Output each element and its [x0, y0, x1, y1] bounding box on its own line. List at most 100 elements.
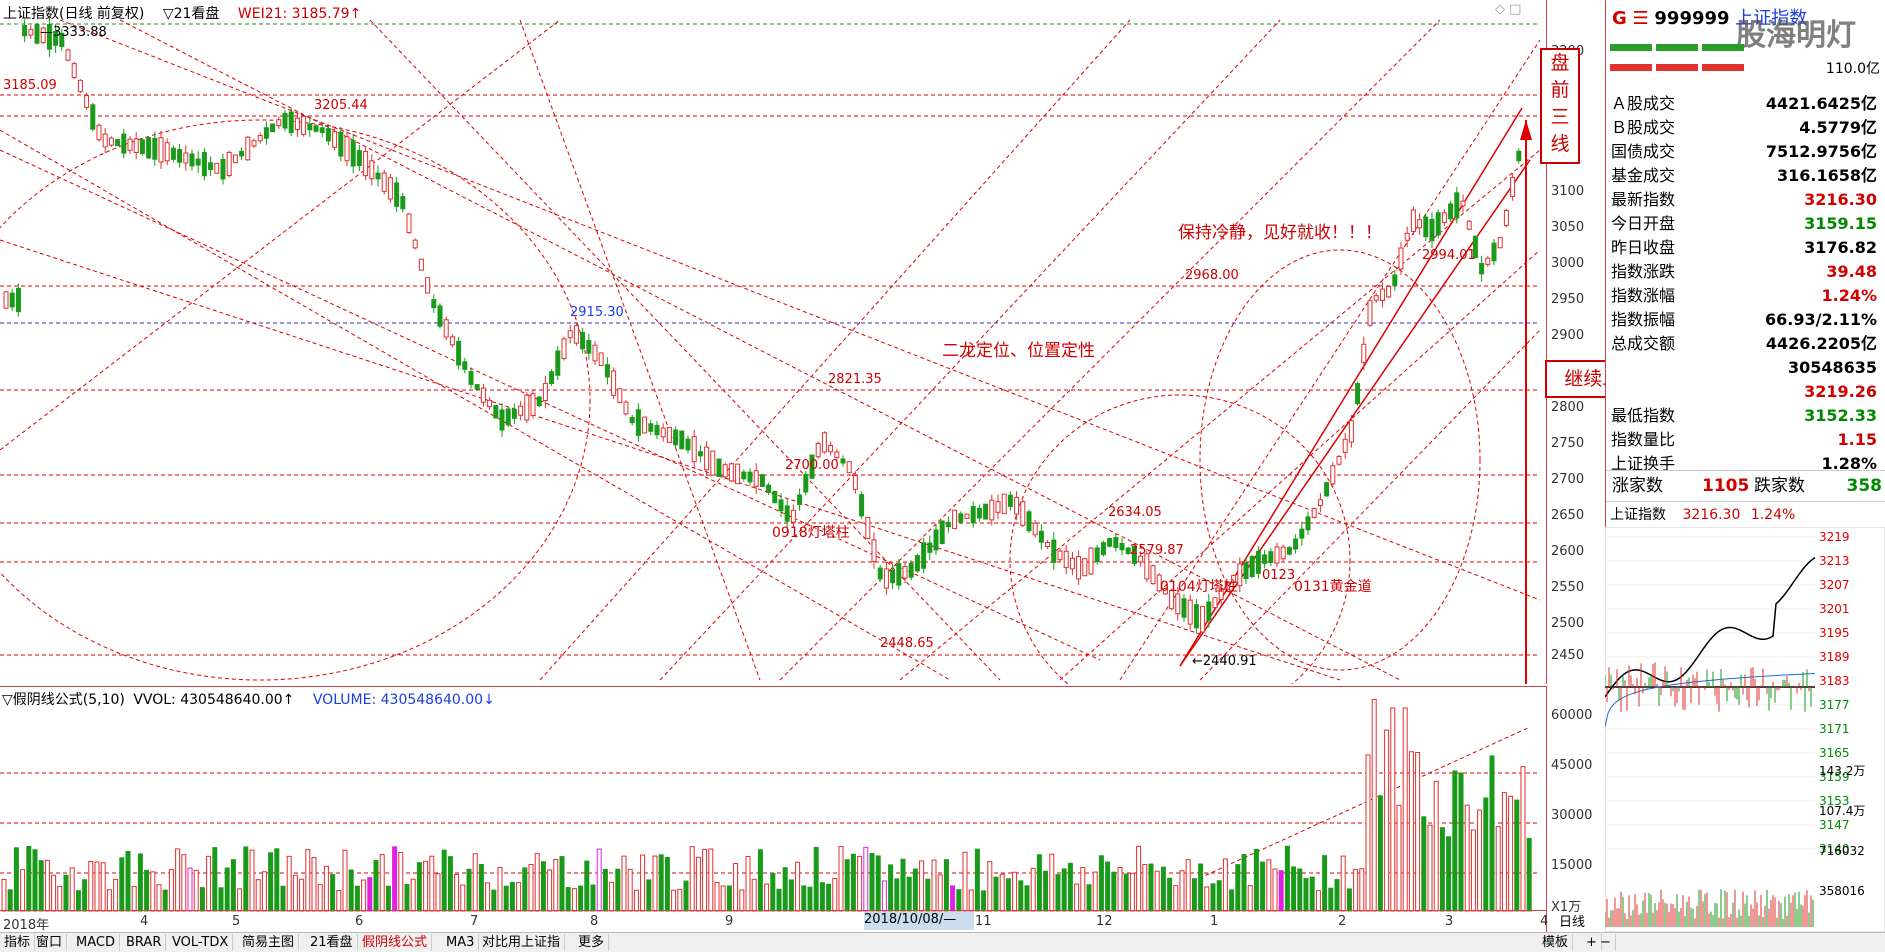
arrow-head: [1520, 120, 1532, 140]
tab-10[interactable]: 更多: [574, 934, 610, 951]
volume-bar: [584, 860, 590, 912]
label-3205: 3205.44: [314, 98, 368, 113]
volume-bar: [1452, 770, 1458, 912]
volume-bar: [894, 878, 900, 912]
candle: [859, 494, 865, 517]
candle: [201, 152, 207, 177]
candle: [1485, 257, 1491, 265]
date-tick: 6: [355, 914, 364, 929]
intraday-chart[interactable]: 3219 3213 3207 3201 3195 3189 3183 3177 3171 3165…: [1604, 526, 1885, 933]
tab-0[interactable]: 指标: [0, 934, 36, 951]
zoom-in-button[interactable]: +: [1582, 934, 1602, 951]
candle: [654, 424, 660, 436]
volume-bar: [1359, 868, 1365, 912]
volume-bar: [838, 846, 844, 912]
volume-bar: [485, 882, 491, 912]
expand-icon[interactable]: ◇ □: [1495, 2, 1522, 17]
tab-4[interactable]: VOL-TDX: [168, 934, 234, 951]
quote-row-value: 3219.26: [1804, 382, 1877, 401]
candle: [840, 458, 846, 464]
mini-title: 上证指数: [1610, 507, 1666, 523]
volume-bar: [1303, 878, 1309, 912]
tab-9[interactable]: 对比用上证指: [478, 934, 566, 951]
candle: [1491, 242, 1497, 262]
price-tick: 2900: [1551, 328, 1585, 343]
volume-chart[interactable]: ▽假阴线公式(5,10) VVOL: 430548640.00↑ VOLUME:…: [0, 686, 1547, 933]
tab-7[interactable]: 假阴线公式: [358, 934, 433, 951]
zoom-out-button[interactable]: −: [1596, 934, 1616, 951]
fan-line: [0, 129, 951, 681]
volume-bar: [1173, 885, 1179, 912]
volume-bar: [850, 853, 856, 912]
candle: [1255, 550, 1261, 574]
candle: [1169, 589, 1175, 610]
volume-bar: [695, 856, 701, 912]
volume-bar: [156, 884, 162, 912]
quote-row-value: 4.5779亿: [1799, 118, 1877, 137]
volume-bar: [509, 881, 515, 912]
tab-daily[interactable]: 日线: [1555, 914, 1590, 931]
candle: [1262, 554, 1268, 564]
volume-bar: [1247, 885, 1253, 912]
box-top-text: 盘 前 三 线: [1550, 52, 1570, 155]
mini-tick: 3189: [1819, 650, 1850, 664]
candle: [821, 432, 827, 453]
volume-bar: [1129, 872, 1135, 912]
quote-name: 上证指数: [1735, 8, 1808, 29]
tab-6[interactable]: 21看盘: [306, 934, 358, 951]
volume-bar: [75, 890, 81, 912]
label-2700: 2700.00: [785, 458, 839, 473]
candle: [803, 473, 809, 493]
price-axis: 3200310030503000295029002850280027502700…: [1548, 0, 1603, 684]
candle: [1280, 546, 1286, 560]
candle: [1404, 232, 1410, 241]
volume-bar: [987, 860, 993, 912]
candle: [1497, 237, 1503, 249]
fan-line: [119, 19, 1401, 681]
volume-bar: [1470, 829, 1476, 912]
candle: [976, 507, 982, 519]
candle: [1231, 574, 1237, 583]
quote-row-label: 指数振幅: [1611, 310, 1676, 329]
volume-bar: [1092, 871, 1098, 912]
volume-bar: [1142, 864, 1148, 912]
tab-3[interactable]: BRAR: [122, 934, 167, 951]
candle: [1007, 494, 1013, 507]
volume-bar: [88, 860, 94, 912]
volume-bar: [113, 878, 119, 912]
tab-5[interactable]: 简易主图: [238, 934, 300, 951]
tab-template[interactable]: 模板: [1538, 934, 1574, 951]
volume-bar: [590, 884, 596, 912]
main-price-chart[interactable]: 上证指数(日线 前复权) ▽21看盘 WEI21: 3185.79↑ —3333…: [0, 0, 1547, 684]
volume-bar: [460, 884, 466, 912]
volume-bar: [1309, 876, 1315, 912]
volume-bar: [199, 887, 205, 912]
volume-bar: [404, 884, 410, 912]
volume-bar: [1526, 837, 1532, 912]
quote-code: 999999: [1654, 8, 1730, 29]
vol-title[interactable]: ▽假阴线公式(5,10): [2, 692, 125, 708]
candle: [1379, 288, 1385, 302]
mode-label[interactable]: ▽21看盘: [162, 6, 220, 22]
label-0131: 0131黄金道: [1294, 579, 1372, 595]
volume-bar: [416, 862, 422, 912]
candle: [431, 299, 437, 309]
candle: [480, 387, 486, 403]
tab-2[interactable]: MACD: [72, 934, 120, 951]
volume-bar: [844, 859, 850, 912]
bar-red: [1610, 64, 1880, 71]
tab-8[interactable]: MA3: [442, 934, 480, 951]
candle: [809, 454, 815, 479]
label-2579: 2579.87: [1130, 543, 1184, 558]
volume-bar: [1074, 883, 1080, 912]
volume-bar: [1495, 826, 1501, 912]
tab-1[interactable]: 窗口: [32, 934, 68, 951]
candle: [1410, 209, 1416, 232]
candle: [487, 399, 493, 408]
candle: [276, 119, 282, 127]
volume-bar: [1483, 797, 1489, 912]
menu-icon[interactable]: ☰: [1632, 8, 1649, 29]
volume-bar: [801, 885, 807, 912]
volume-bar: [268, 852, 274, 912]
volume-bar: [578, 885, 584, 912]
